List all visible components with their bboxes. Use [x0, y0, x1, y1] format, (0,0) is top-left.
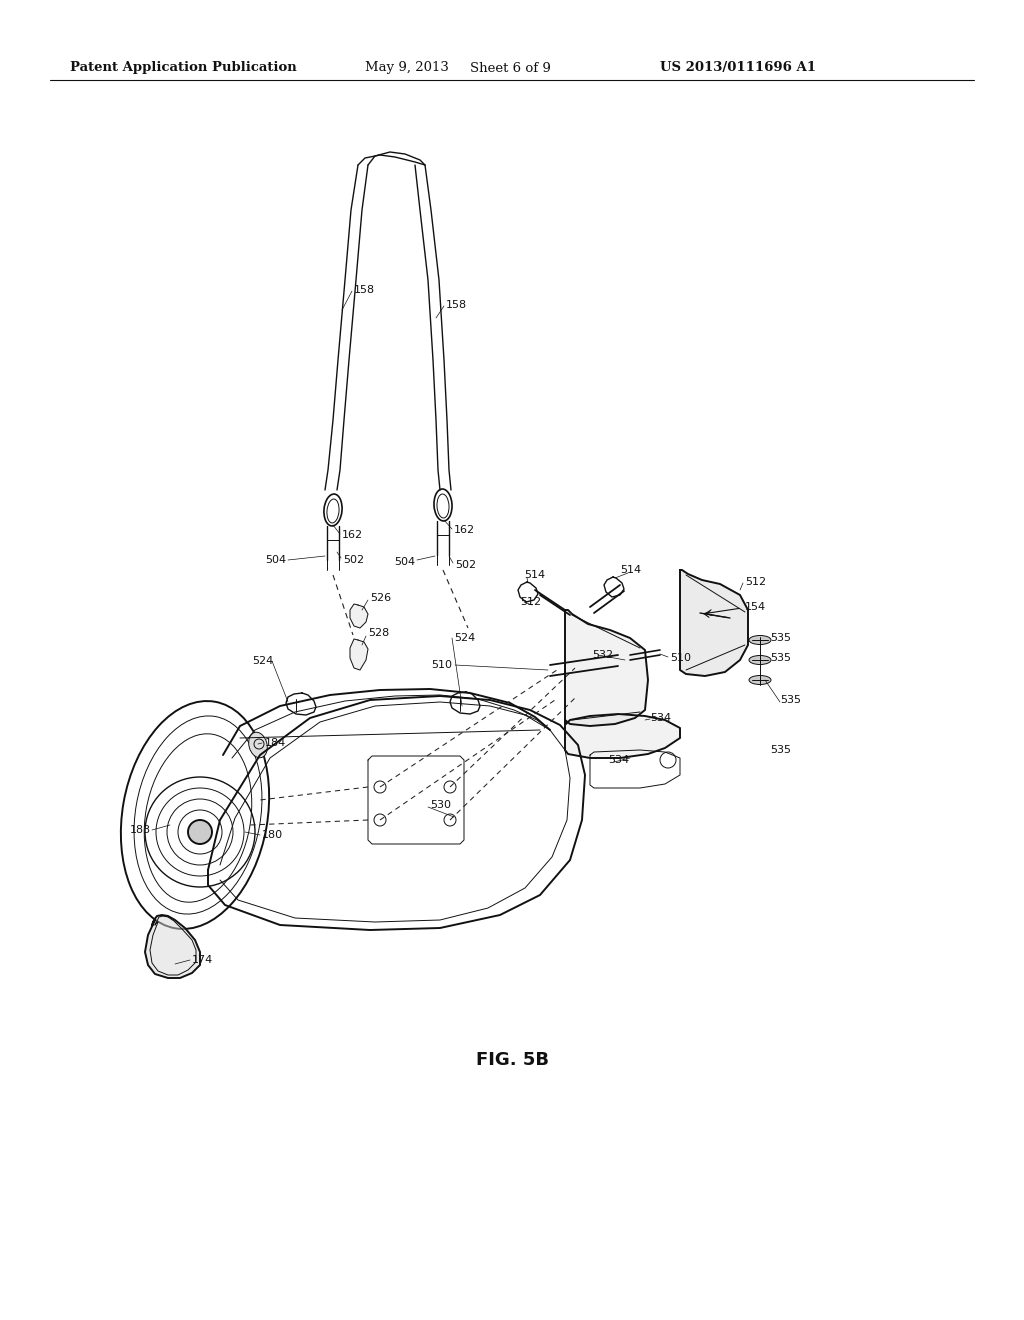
Text: 180: 180	[262, 830, 283, 840]
Text: 535: 535	[770, 744, 791, 755]
Polygon shape	[565, 610, 648, 726]
Text: 154: 154	[745, 602, 766, 612]
Text: 512: 512	[745, 577, 766, 587]
Text: 524: 524	[252, 656, 273, 667]
Text: 183: 183	[130, 825, 152, 836]
Text: 174: 174	[193, 954, 213, 965]
Ellipse shape	[249, 733, 267, 758]
Polygon shape	[350, 639, 368, 671]
Polygon shape	[680, 570, 748, 676]
Text: 530: 530	[430, 800, 451, 810]
Text: 534: 534	[650, 713, 671, 723]
Text: US 2013/0111696 A1: US 2013/0111696 A1	[660, 62, 816, 74]
Circle shape	[188, 820, 212, 843]
Text: 504: 504	[265, 554, 286, 565]
Text: 532: 532	[592, 649, 613, 660]
Text: 502: 502	[343, 554, 365, 565]
Text: 514: 514	[524, 570, 545, 579]
Text: 514: 514	[620, 565, 641, 576]
Text: FIG. 5B: FIG. 5B	[475, 1051, 549, 1069]
Text: 510: 510	[670, 653, 691, 663]
Text: Sheet 6 of 9: Sheet 6 of 9	[470, 62, 551, 74]
Text: 535: 535	[770, 634, 791, 643]
Text: 512: 512	[520, 597, 541, 607]
Text: 162: 162	[342, 531, 364, 540]
Polygon shape	[350, 605, 368, 628]
Ellipse shape	[749, 635, 771, 644]
Text: May 9, 2013: May 9, 2013	[365, 62, 449, 74]
Text: 162: 162	[454, 525, 475, 535]
Text: 526: 526	[370, 593, 391, 603]
Text: 504: 504	[394, 557, 415, 568]
Text: 158: 158	[446, 300, 467, 310]
Text: Patent Application Publication: Patent Application Publication	[70, 62, 297, 74]
Text: 535: 535	[770, 653, 791, 663]
Text: 184: 184	[265, 738, 287, 748]
Text: 158: 158	[354, 285, 375, 294]
Text: 528: 528	[368, 628, 389, 638]
Text: 524: 524	[454, 634, 475, 643]
Ellipse shape	[749, 676, 771, 685]
Text: 535: 535	[780, 696, 801, 705]
Polygon shape	[145, 915, 200, 978]
Text: 534: 534	[608, 755, 629, 766]
Polygon shape	[565, 714, 680, 758]
Text: 502: 502	[455, 560, 476, 570]
Text: 510: 510	[431, 660, 452, 671]
Ellipse shape	[749, 656, 771, 664]
